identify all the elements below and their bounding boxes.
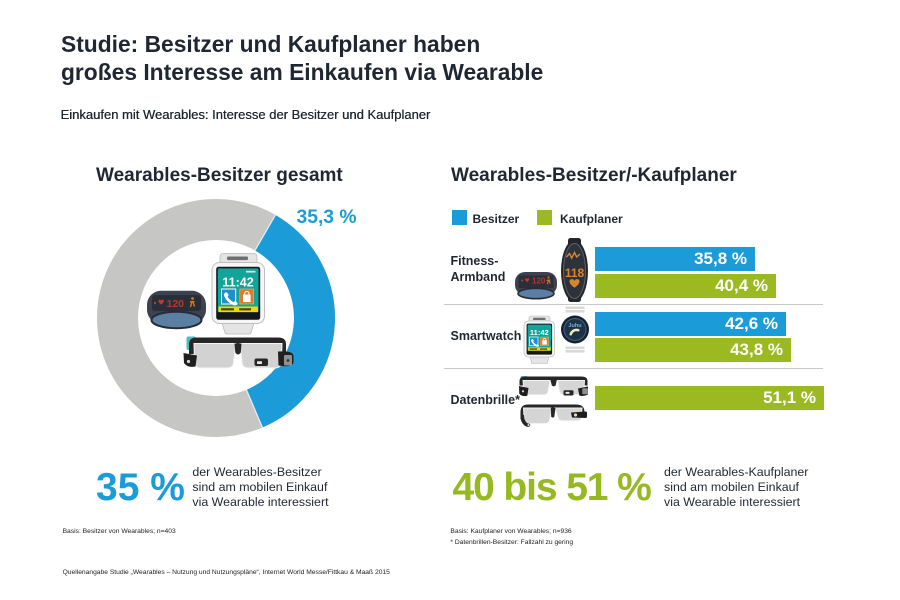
svg-text:11:42: 11:42 <box>530 328 549 337</box>
svg-text:118: 118 <box>565 266 585 280</box>
svg-text:120: 120 <box>167 298 185 310</box>
svg-text:11:42: 11:42 <box>222 276 253 290</box>
svg-text:120: 120 <box>532 277 546 286</box>
svg-text:Juhu: Juhu <box>568 323 581 329</box>
